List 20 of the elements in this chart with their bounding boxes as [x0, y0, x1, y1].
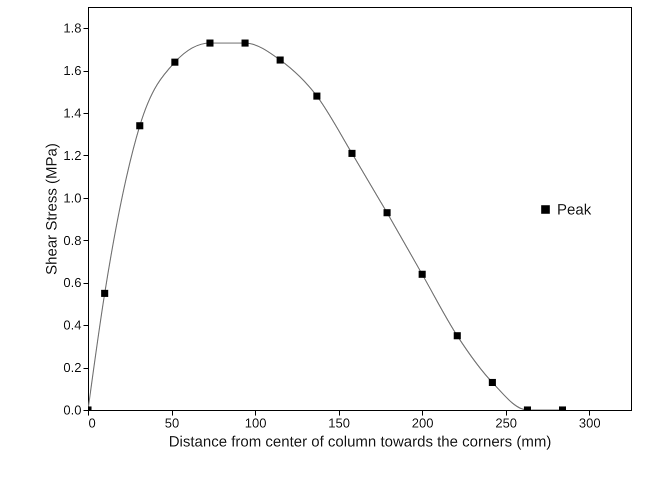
- x-tick-label: 300: [578, 416, 601, 430]
- y-tick-label: 1.2: [63, 148, 82, 163]
- x-tick-label: 200: [412, 416, 434, 430]
- y-tick-label: 0.6: [63, 275, 82, 290]
- y-tick-label: 1.6: [63, 63, 82, 78]
- x-axis-title: Distance from center of column towards the corners (mm): [168, 434, 552, 450]
- y-tick-label: 1.4: [63, 106, 82, 121]
- y-tick-label: 0.0: [63, 402, 82, 418]
- y-tick-label: 1.0: [63, 190, 82, 206]
- y-tick-label: 0.8: [63, 232, 82, 248]
- legend-label: Peak: [557, 202, 592, 218]
- x-tick-label: 50: [164, 416, 180, 430]
- y-tick-label: 1.8: [63, 20, 82, 36]
- y-tick-label: 0.4: [63, 318, 82, 333]
- x-tick-label: 100: [244, 416, 266, 430]
- x-tick-label: 250: [495, 416, 518, 430]
- x-tick-label: 0: [88, 416, 96, 430]
- y-tick-label: 0.2: [63, 360, 82, 376]
- y-axis-title: Shear Stress (MPa): [43, 143, 60, 275]
- x-tick-label: 150: [328, 416, 350, 430]
